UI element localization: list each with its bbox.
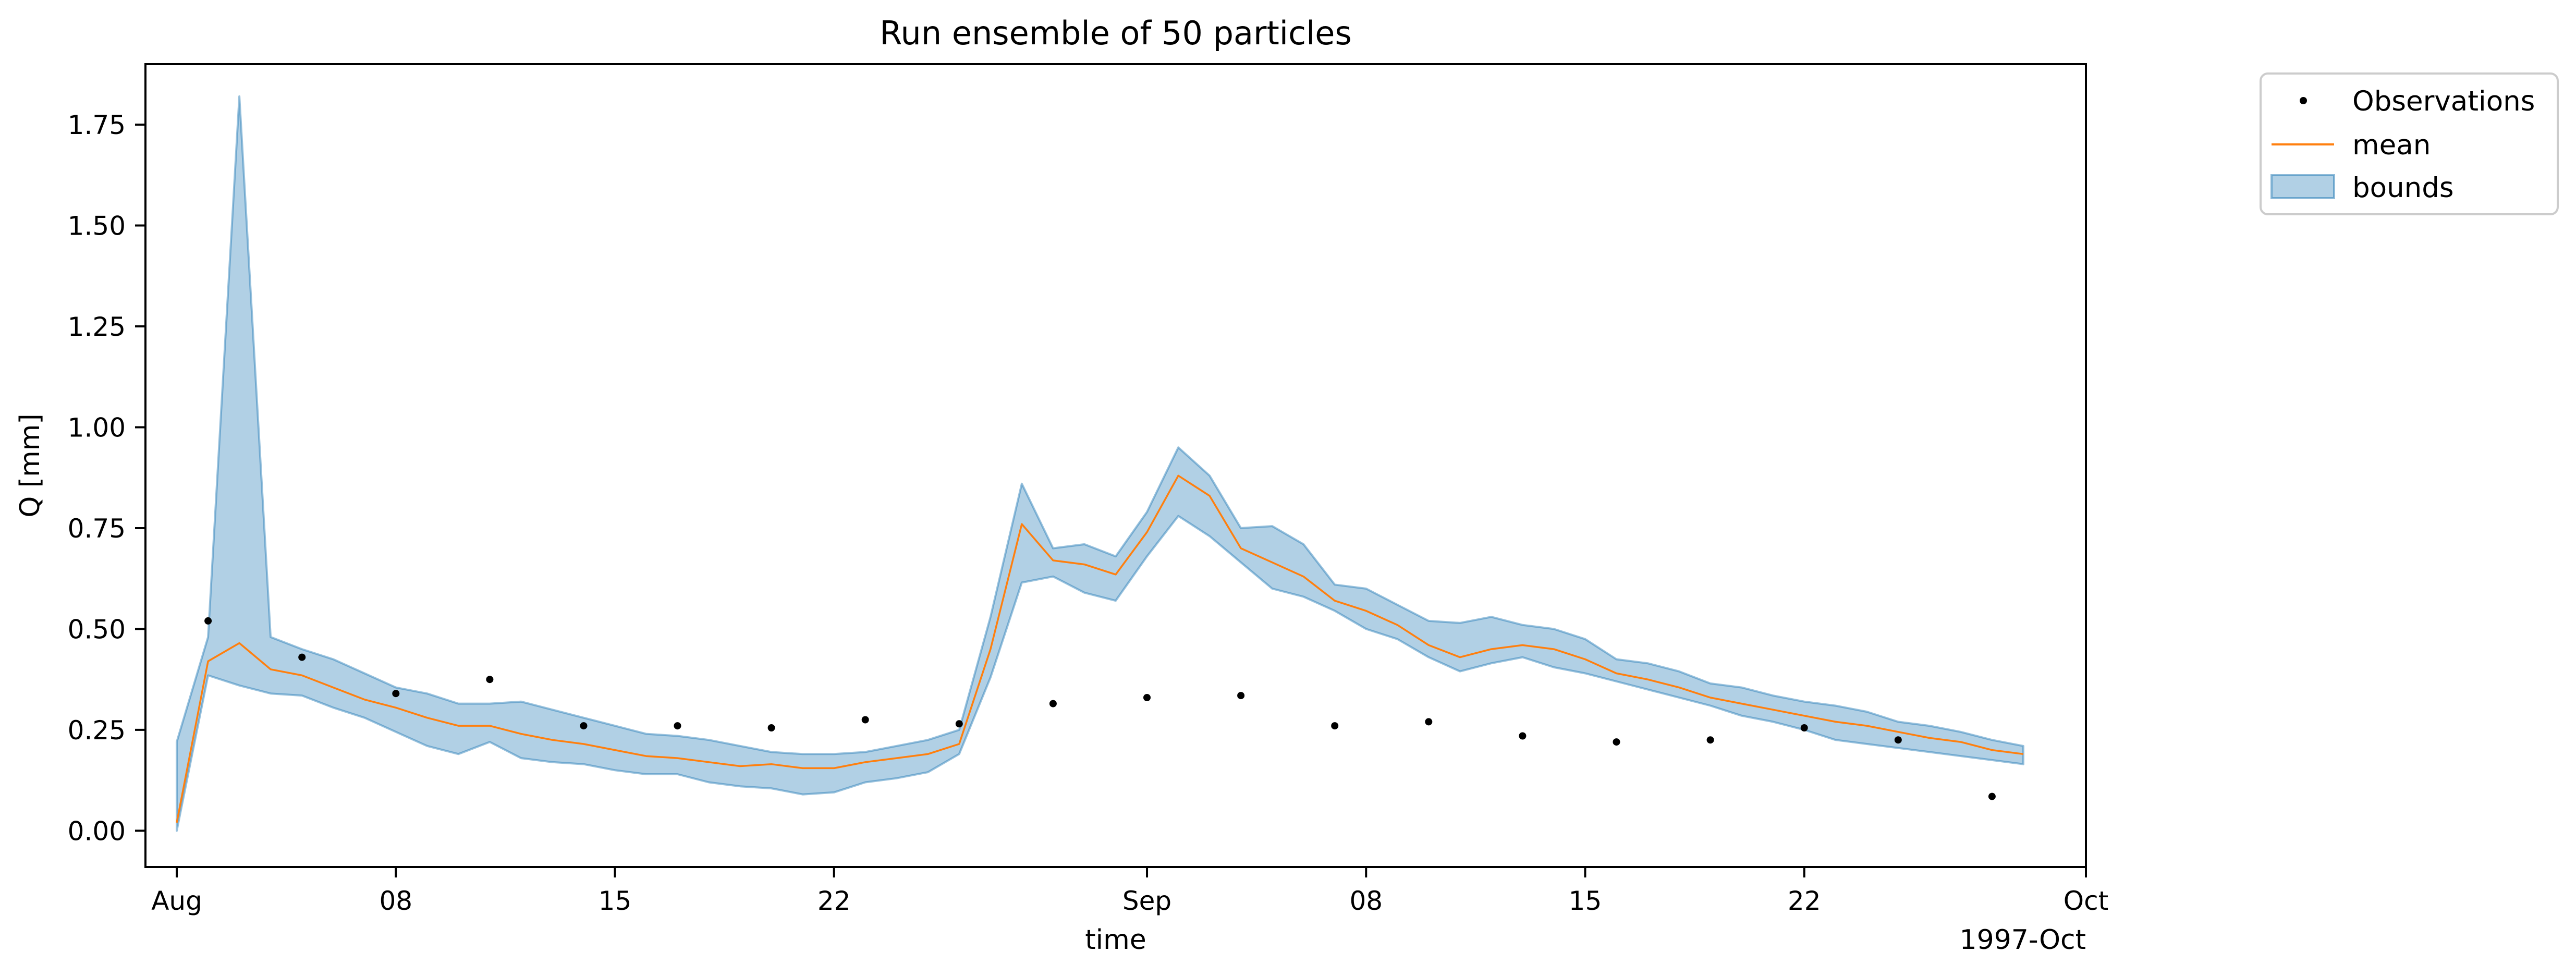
observation-point: [1331, 722, 1339, 730]
observation-point: [486, 676, 494, 684]
observations-layer: [204, 617, 1996, 800]
observation-point: [674, 722, 681, 730]
observation-point: [1988, 792, 1996, 800]
observation-point: [767, 724, 775, 731]
x-tick-label: 15: [599, 886, 632, 916]
observation-point: [1143, 694, 1151, 701]
legend-observations-label: Observations: [2352, 86, 2535, 117]
y-tick-label: 1.75: [68, 110, 126, 140]
legend: Observations mean bounds: [2260, 72, 2559, 215]
x-tick-label: Sep: [1122, 886, 1171, 916]
y-tick-label: 0.00: [68, 816, 126, 846]
x-axis-offset-label: 1997-Oct: [1960, 924, 2086, 956]
mean-line-layer: [176, 474, 2024, 823]
x-tick-label: Oct: [2064, 886, 2108, 916]
bounds-band-layer: [176, 95, 2024, 832]
x-tick-label: 08: [379, 886, 412, 916]
mean-line: [176, 474, 2024, 823]
y-tick-label: 0.75: [68, 514, 126, 544]
y-tick-label: 0.25: [68, 715, 126, 746]
y-tick-label: 1.50: [68, 211, 126, 241]
observation-point: [1706, 736, 1714, 744]
observation-point: [1425, 718, 1433, 726]
axes-frame: [144, 63, 2087, 868]
x-axis-label: time: [1085, 924, 1146, 956]
legend-mean-label: mean: [2352, 129, 2431, 161]
observation-point: [1237, 692, 1245, 700]
chart-title: Run ensemble of 50 particles: [880, 14, 1352, 52]
x-tick-label: 08: [1349, 886, 1383, 916]
legend-bounds-patch: [2270, 174, 2335, 199]
observation-point: [1049, 700, 1057, 707]
y-axis-ticks: 0.00 0.25 0.50 0.75 1.00 1.25 1.50 1.75: [68, 110, 145, 846]
observation-point: [298, 653, 306, 661]
observation-point: [1613, 738, 1620, 746]
x-tick-label: 22: [817, 886, 851, 916]
observation-point: [204, 617, 212, 625]
observation-point: [580, 722, 588, 730]
x-tick-label: 15: [1569, 886, 1602, 916]
observation-point: [1800, 724, 1808, 731]
y-tick-label: 1.00: [68, 412, 126, 443]
observation-point: [1519, 732, 1527, 740]
plot-area: [176, 95, 2024, 832]
y-tick-label: 1.25: [68, 312, 126, 342]
legend-bounds-label: bounds: [2352, 172, 2454, 204]
y-tick-label: 0.50: [68, 614, 126, 644]
observation-point: [861, 716, 869, 724]
observation-point: [392, 690, 400, 698]
y-axis-label: Q [mm]: [15, 413, 46, 517]
bounds-band: [176, 95, 2024, 832]
legend-observations-marker: [2300, 97, 2307, 104]
x-tick-label: 22: [1788, 886, 1821, 916]
observation-point: [1894, 736, 1902, 744]
x-axis-ticks: Aug 08 15 22 Sep 08 15 22 Oct: [151, 867, 2108, 916]
observation-point: [955, 720, 963, 728]
x-tick-label: Aug: [151, 886, 202, 916]
